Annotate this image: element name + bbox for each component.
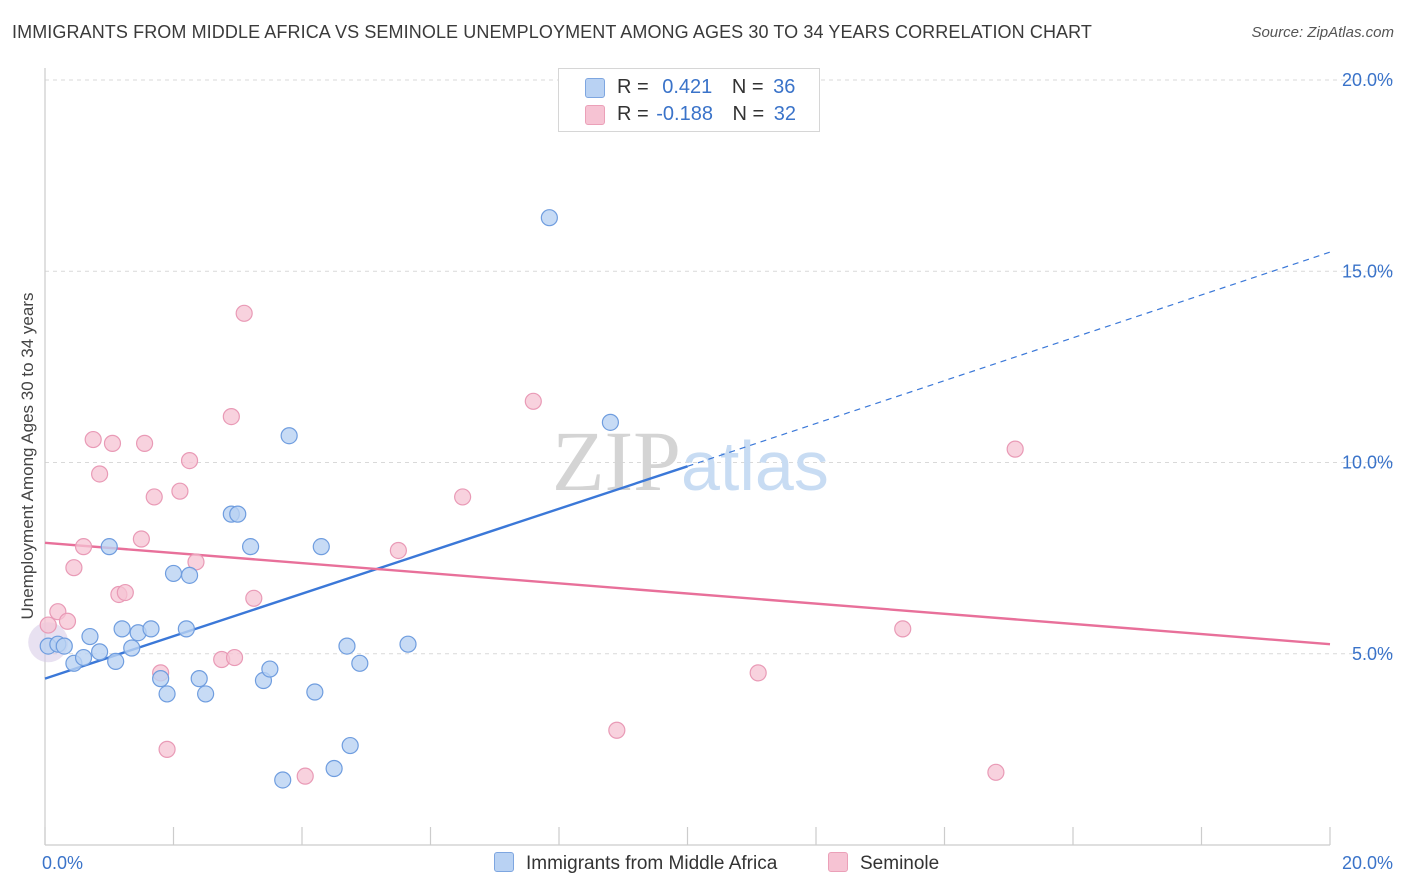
point-seminole bbox=[894, 620, 912, 638]
bottom-legend-swatch-pink bbox=[828, 852, 848, 872]
point-seminole bbox=[91, 465, 109, 483]
bottom-legend-seminole: Seminole bbox=[828, 852, 939, 875]
trend-line-middle-africa-extension bbox=[687, 251, 1331, 467]
legend-n-value: 32 bbox=[773, 103, 797, 125]
tick-labels: 5.0% 10.0% 15.0% 20.0% 0.0% 20.0% bbox=[42, 70, 1393, 873]
bottom-legend-label: Seminole bbox=[860, 853, 940, 874]
point-middle-africa bbox=[261, 660, 279, 678]
point-seminole bbox=[749, 664, 767, 682]
legend-r-label: R = bbox=[617, 103, 649, 125]
point-middle-africa bbox=[190, 670, 208, 688]
point-seminole bbox=[135, 434, 154, 452]
axes bbox=[44, 68, 1331, 846]
point-middle-africa bbox=[164, 564, 183, 583]
point-middle-africa bbox=[312, 538, 330, 556]
x-tick-label-max: 20.0% bbox=[1342, 853, 1393, 873]
point-seminole bbox=[103, 434, 122, 452]
source-label: Source: ZipAtlas.com bbox=[1251, 24, 1394, 41]
point-seminole bbox=[389, 541, 407, 560]
point-middle-africa bbox=[107, 652, 125, 671]
point-seminole bbox=[235, 304, 253, 322]
point-middle-africa bbox=[100, 538, 118, 556]
bottom-legend-middle-africa: Immigrants from Middle Africa bbox=[494, 852, 777, 875]
point-seminole bbox=[225, 648, 244, 667]
point-middle-africa bbox=[601, 413, 620, 431]
point-seminole bbox=[1006, 440, 1024, 458]
trend-lines bbox=[44, 251, 1331, 680]
legend-r-value: 0.421 bbox=[662, 76, 713, 98]
chart-title: IMMIGRANTS FROM MIDDLE AFRICA VS SEMINOL… bbox=[12, 22, 1093, 42]
point-middle-africa bbox=[306, 683, 324, 701]
point-middle-africa bbox=[158, 685, 176, 703]
point-middle-africa bbox=[280, 427, 298, 445]
point-seminole bbox=[65, 559, 83, 577]
point-middle-africa bbox=[351, 654, 369, 672]
bottom-legend-label: Immigrants from Middle Africa bbox=[526, 853, 778, 874]
legend-r-value: -0.188 bbox=[656, 103, 713, 125]
trend-line-middle-africa bbox=[44, 465, 688, 680]
point-middle-africa bbox=[142, 620, 160, 638]
point-middle-africa bbox=[338, 637, 356, 655]
point-seminole bbox=[158, 740, 176, 758]
correlation-legend: R = 0.421 N = 36 R = -0.188 N = 32 bbox=[558, 68, 820, 132]
point-middle-africa bbox=[91, 643, 109, 661]
legend-n-label: N = bbox=[732, 103, 765, 125]
point-middle-africa bbox=[123, 639, 141, 657]
point-seminole bbox=[524, 392, 542, 410]
point-middle-africa bbox=[242, 538, 260, 556]
trend-line-seminole bbox=[44, 541, 1331, 646]
point-seminole bbox=[116, 583, 134, 602]
point-middle-africa bbox=[81, 627, 99, 646]
point-middle-africa bbox=[197, 685, 215, 703]
x-tick-label-min: 0.0% bbox=[42, 853, 83, 873]
point-seminole bbox=[74, 538, 93, 556]
point-middle-africa bbox=[113, 620, 131, 638]
point-seminole bbox=[222, 408, 240, 426]
point-middle-africa bbox=[177, 620, 195, 638]
point-seminole bbox=[145, 488, 163, 506]
bottom-legend-swatch-blue bbox=[494, 852, 514, 872]
point-middle-africa bbox=[55, 637, 73, 655]
point-middle-africa bbox=[325, 759, 343, 778]
point-seminole bbox=[296, 767, 314, 785]
point-middle-africa bbox=[399, 635, 417, 653]
point-middle-africa bbox=[229, 505, 247, 523]
legend-swatch-blue bbox=[585, 78, 605, 98]
data-points bbox=[28, 209, 1024, 789]
point-seminole bbox=[84, 430, 102, 449]
point-middle-africa bbox=[540, 209, 558, 227]
point-seminole bbox=[171, 482, 189, 500]
point-middle-africa bbox=[74, 648, 93, 667]
point-seminole bbox=[58, 612, 77, 630]
point-middle-africa bbox=[274, 771, 292, 789]
point-seminole bbox=[180, 451, 199, 470]
y-tick-label: 20.0% bbox=[1342, 70, 1393, 90]
point-seminole bbox=[987, 763, 1005, 781]
y-tick-label: 10.0% bbox=[1342, 453, 1393, 473]
point-seminole bbox=[454, 488, 472, 506]
y-axis-label: Unemployment Among Ages 30 to 34 years bbox=[18, 292, 37, 620]
point-seminole bbox=[608, 721, 626, 739]
y-tick-label: 15.0% bbox=[1342, 261, 1393, 281]
point-seminole bbox=[132, 530, 150, 548]
watermark: ZIPatlas bbox=[552, 413, 829, 509]
point-middle-africa bbox=[180, 566, 199, 584]
legend-n-value: 36 bbox=[773, 76, 796, 98]
point-seminole bbox=[39, 616, 57, 634]
legend-r-label: R = bbox=[617, 76, 649, 98]
y-tick-label: 5.0% bbox=[1352, 644, 1393, 664]
legend-n-label: N = bbox=[731, 76, 764, 98]
legend-swatch-pink bbox=[585, 105, 605, 125]
point-seminole bbox=[245, 589, 263, 607]
point-middle-africa bbox=[152, 670, 170, 688]
point-middle-africa bbox=[341, 736, 359, 755]
gridlines bbox=[45, 79, 1395, 655]
